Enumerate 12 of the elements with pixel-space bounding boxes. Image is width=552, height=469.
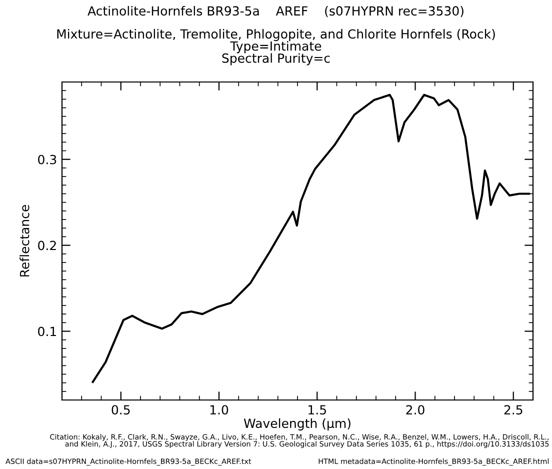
x-tick-label: 2.5: [504, 405, 522, 415]
x-tick-label: 2.0: [406, 405, 424, 415]
y-tick-label: 0.2: [38, 240, 56, 250]
y-axis-title: Reflectance: [20, 205, 30, 276]
x-tick-label: 1.5: [308, 405, 326, 415]
y-tick-label: 0.1: [38, 326, 56, 336]
x-tick-label: 0.5: [112, 405, 130, 415]
x-axis-title: Wavelength (μm): [244, 418, 350, 430]
y-tick-label: 0.3: [38, 154, 56, 164]
chart-title: Actinolite-Hornfels BR93-5a AREF (s07HYPRN rec=3530): [88, 6, 464, 18]
chart-subtitle: Mixture=Actinolite, Tremolite, Phlogopite, and Chlorite Hornfels (Rock) Type=Intimate Spectral Purity=c: [57, 29, 495, 66]
x-tick-label: 1.0: [210, 405, 228, 415]
